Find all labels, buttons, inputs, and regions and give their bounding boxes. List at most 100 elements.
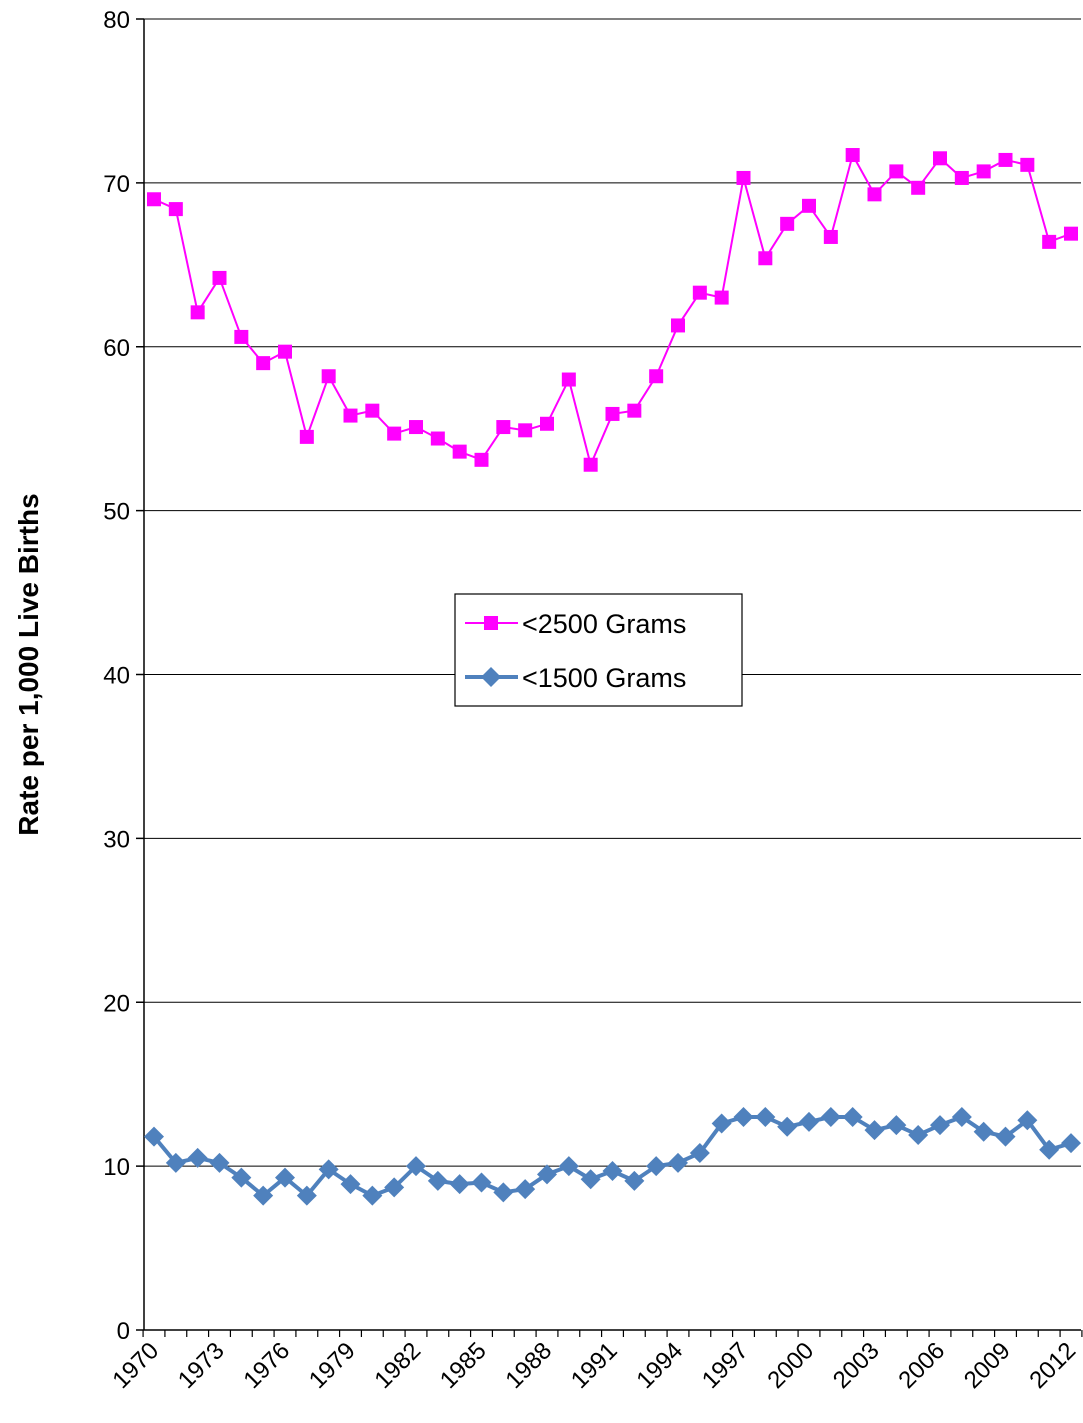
y-tick-label: 80 <box>103 7 130 34</box>
data-point <box>799 1111 819 1132</box>
x-tick-label: 1979 <box>304 1337 361 1394</box>
data-point <box>820 1106 841 1127</box>
data-point <box>187 1147 208 1168</box>
data-point <box>518 423 533 438</box>
data-point <box>864 1120 885 1141</box>
x-tick-label: 1970 <box>107 1337 164 1394</box>
legend-marker <box>484 616 498 630</box>
x-tick-label: 1994 <box>631 1337 688 1394</box>
x-tick-label: 2006 <box>893 1337 950 1394</box>
data-point <box>777 1116 798 1137</box>
data-point <box>1020 157 1035 172</box>
data-point <box>430 431 445 446</box>
data-point <box>558 1156 579 1177</box>
data-point <box>278 344 292 359</box>
data-point <box>736 170 751 185</box>
data-point <box>973 1121 994 1142</box>
data-point <box>583 457 598 472</box>
series-lt1500 <box>144 1106 1081 1206</box>
data-point <box>867 187 882 202</box>
data-point <box>493 1182 514 1203</box>
data-point <box>889 164 904 179</box>
data-point <box>624 1170 645 1191</box>
y-tick-label: 70 <box>103 171 130 198</box>
x-tick-label: 1976 <box>238 1337 295 1394</box>
data-point <box>452 444 467 459</box>
data-point <box>930 1115 950 1136</box>
legend-box <box>454 593 743 707</box>
x-tick-label: 1988 <box>500 1337 557 1394</box>
data-point <box>689 1143 710 1164</box>
x-tick-label: 2009 <box>959 1337 1016 1394</box>
data-point <box>231 1167 252 1188</box>
series-lt2500 <box>147 148 1078 472</box>
legend-item: <1500 Grams <box>465 663 686 693</box>
data-point <box>474 452 489 467</box>
data-point <box>758 251 773 266</box>
data-point <box>780 216 795 231</box>
x-tick-label: 2000 <box>762 1337 819 1394</box>
x-tick-label: 1982 <box>369 1337 426 1394</box>
data-point <box>256 356 271 371</box>
data-point <box>409 420 423 435</box>
data-point <box>714 290 729 305</box>
data-point <box>733 1106 754 1127</box>
data-point <box>646 1156 667 1177</box>
data-point <box>671 318 685 333</box>
x-axis-ticks: 1970 1973 1976 1979 1982 1985 1988 1991 1994 1997… <box>107 1330 1083 1394</box>
data-point <box>340 1174 361 1195</box>
series-group <box>144 148 1081 1206</box>
data-point <box>387 426 402 441</box>
data-point <box>165 1152 186 1173</box>
data-point <box>845 148 860 163</box>
data-point <box>212 270 227 285</box>
data-point <box>299 429 314 444</box>
data-point <box>711 1113 732 1134</box>
x-tick-label: 1991 <box>566 1337 623 1394</box>
y-tick-label: 40 <box>103 663 130 690</box>
data-point <box>515 1179 536 1200</box>
gridlines <box>144 18 1081 1167</box>
data-point <box>954 170 969 185</box>
data-point <box>605 406 620 421</box>
data-point <box>471 1172 492 1193</box>
data-point <box>911 180 926 195</box>
data-point <box>540 416 554 431</box>
data-point <box>168 202 183 217</box>
data-point <box>998 152 1013 167</box>
data-point <box>384 1177 405 1198</box>
legend-item: <2500 Grams <box>465 609 686 639</box>
data-point <box>209 1152 230 1173</box>
data-point <box>449 1174 470 1195</box>
data-point <box>1064 226 1078 241</box>
x-tick-label: 1997 <box>697 1337 754 1394</box>
data-point <box>995 1126 1016 1147</box>
data-point <box>908 1124 929 1145</box>
data-point <box>496 420 511 435</box>
data-point <box>190 305 205 320</box>
data-point <box>144 1126 164 1147</box>
series-line <box>152 1114 1072 1198</box>
data-point <box>365 403 380 418</box>
legend-marker <box>481 667 501 687</box>
legend-label: <1500 Grams <box>522 663 686 693</box>
y-tick-label: 30 <box>103 826 130 853</box>
data-point <box>1039 1139 1060 1160</box>
y-tick-label: 10 <box>103 1154 130 1181</box>
data-point <box>275 1167 295 1188</box>
data-point <box>427 1170 448 1191</box>
data-point <box>668 1152 688 1173</box>
data-point <box>1017 1110 1038 1131</box>
y-tick-label: 50 <box>103 499 130 526</box>
data-point <box>649 369 664 384</box>
x-tick-label: 1985 <box>435 1337 492 1394</box>
data-point <box>1042 234 1057 249</box>
data-point <box>976 164 991 179</box>
y-tick-label: 20 <box>103 990 130 1017</box>
y-tick-label: 60 <box>103 335 130 362</box>
data-point <box>823 229 838 244</box>
data-point <box>602 1161 623 1182</box>
data-point <box>253 1185 274 1206</box>
data-point <box>343 408 358 423</box>
